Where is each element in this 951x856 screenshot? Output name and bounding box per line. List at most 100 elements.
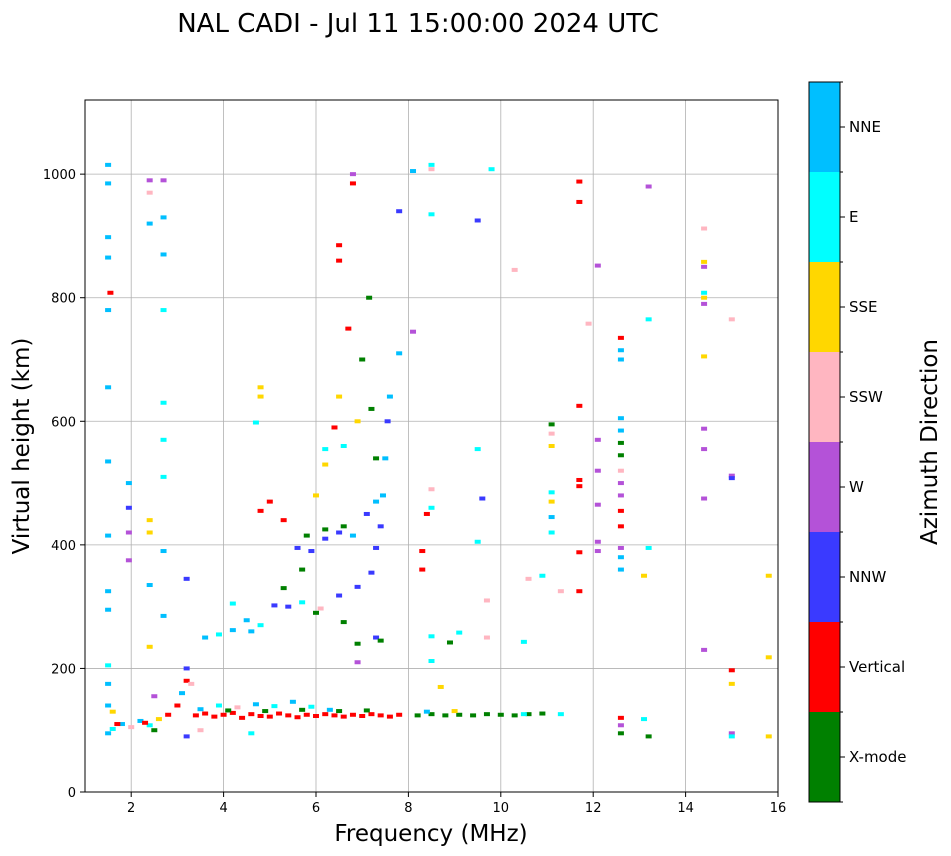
echo-point bbox=[368, 406, 375, 411]
echo-point bbox=[118, 722, 125, 727]
echo-point bbox=[160, 400, 167, 405]
echo-point bbox=[105, 308, 112, 313]
echo-point bbox=[105, 681, 112, 686]
x-tick-label: 8 bbox=[404, 801, 412, 816]
echo-point bbox=[313, 610, 319, 615]
echo-point bbox=[419, 549, 426, 554]
echo-point bbox=[336, 593, 343, 598]
colorbar-swatch bbox=[809, 82, 840, 172]
echo-point bbox=[322, 536, 329, 541]
x-tick-label: 16 bbox=[770, 801, 787, 816]
echo-point bbox=[197, 707, 204, 712]
echo-point bbox=[488, 167, 495, 172]
echo-point bbox=[322, 447, 329, 452]
colorbar-frame bbox=[808, 81, 841, 803]
echo-point bbox=[340, 524, 347, 529]
echo-point bbox=[728, 473, 735, 478]
colorbar-tick-label: SSW bbox=[849, 388, 883, 406]
colorbar-swatch bbox=[809, 262, 840, 352]
echo-point bbox=[641, 717, 648, 722]
echo-point bbox=[728, 734, 735, 739]
echo-point bbox=[299, 707, 306, 712]
echo-point bbox=[396, 209, 403, 214]
colorbar-tick-label: NNW bbox=[849, 568, 886, 586]
echo-point bbox=[539, 573, 546, 578]
x-axis-label: Frequency (MHz) bbox=[334, 821, 527, 847]
colorbar-tick-label: X-mode bbox=[849, 748, 906, 766]
echo-point bbox=[396, 351, 403, 356]
echo-point bbox=[340, 714, 347, 719]
echo-point bbox=[446, 640, 453, 645]
echo-point bbox=[423, 511, 430, 516]
echo-point bbox=[165, 712, 172, 717]
x-tick-label: 14 bbox=[677, 801, 694, 816]
colorbar: X-mode Vertical NNW W SSW SSE E NNE bbox=[808, 81, 906, 803]
echo-point bbox=[428, 505, 435, 510]
echo-point bbox=[109, 726, 116, 731]
echo-point bbox=[234, 705, 241, 710]
echo-point bbox=[377, 638, 384, 643]
echo-point bbox=[701, 647, 708, 652]
echo-point bbox=[313, 493, 319, 498]
echo-point bbox=[299, 567, 306, 572]
echo-point bbox=[146, 530, 153, 535]
echo-point bbox=[192, 713, 199, 718]
echo-point bbox=[645, 734, 652, 739]
echo-point bbox=[303, 712, 310, 717]
echo-point bbox=[617, 357, 624, 362]
echo-point bbox=[382, 456, 389, 461]
echo-point bbox=[428, 212, 435, 217]
echo-point bbox=[105, 459, 112, 464]
echo-point bbox=[105, 162, 112, 167]
echo-point bbox=[539, 711, 546, 716]
echo-point bbox=[617, 335, 624, 340]
echo-point bbox=[368, 570, 375, 575]
echo-point bbox=[146, 518, 153, 523]
echo-point bbox=[617, 508, 624, 513]
x-axis-ticks: 2 4 6 8 10 12 14 16 bbox=[127, 792, 786, 816]
echo-point bbox=[349, 172, 356, 177]
echo-point bbox=[215, 632, 222, 637]
echo-point bbox=[576, 550, 583, 555]
echo-point bbox=[525, 576, 532, 581]
echo-point bbox=[183, 678, 190, 683]
echo-point bbox=[188, 681, 195, 686]
echo-point bbox=[248, 731, 255, 736]
echo-point bbox=[384, 419, 391, 424]
echo-point bbox=[437, 684, 444, 689]
echo-point bbox=[617, 524, 624, 529]
echo-point bbox=[617, 555, 624, 560]
y-tick-label: 600 bbox=[51, 415, 76, 430]
echo-point bbox=[474, 218, 481, 223]
echo-point bbox=[548, 422, 555, 427]
echo-point bbox=[728, 317, 735, 322]
echo-point bbox=[229, 710, 236, 715]
echo-point bbox=[765, 734, 772, 739]
echo-point bbox=[483, 598, 490, 603]
echo-point bbox=[479, 496, 486, 501]
echo-point bbox=[520, 712, 527, 717]
echo-point bbox=[645, 184, 652, 189]
echo-point bbox=[373, 635, 380, 640]
echo-point bbox=[349, 712, 356, 717]
data-marks bbox=[105, 162, 772, 739]
echo-point bbox=[456, 630, 463, 635]
echo-point bbox=[322, 527, 329, 532]
echo-point bbox=[373, 499, 380, 504]
echo-point bbox=[617, 731, 624, 736]
echo-point bbox=[442, 713, 449, 718]
echo-point bbox=[576, 484, 583, 489]
echo-point bbox=[359, 357, 366, 362]
echo-point bbox=[483, 712, 490, 717]
echo-point bbox=[202, 635, 209, 640]
echo-point bbox=[548, 515, 555, 520]
y-tick-label: 800 bbox=[51, 292, 76, 307]
grid-lines bbox=[85, 100, 779, 793]
echo-point bbox=[125, 505, 132, 510]
y-tick-label: 1000 bbox=[43, 168, 76, 183]
echo-point bbox=[414, 713, 421, 718]
echo-point bbox=[354, 660, 361, 665]
x-tick-label: 4 bbox=[219, 801, 227, 816]
echo-point bbox=[594, 468, 601, 473]
